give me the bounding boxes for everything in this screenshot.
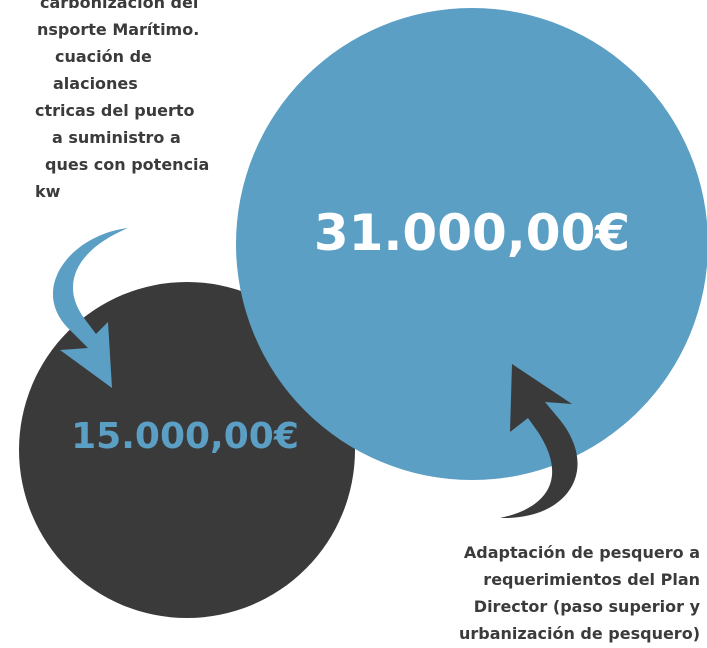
large-amount: 31.000,00€ <box>314 204 630 262</box>
arrow-dark <box>500 364 578 519</box>
note-line: nsporte Marítimo. <box>37 20 199 39</box>
note-line: cuación de <box>55 47 152 66</box>
large-circle <box>236 8 707 480</box>
note-line: Adaptación de pesquero a <box>464 543 700 562</box>
note-line: ctricas del puerto <box>35 101 194 120</box>
note-line: kw <box>35 182 61 201</box>
note-line: ques con potencia <box>45 155 209 174</box>
note-line: urbanización de pesquero) <box>459 624 700 643</box>
bottom-note: Adaptación de pesquero a requerimientos d… <box>459 543 701 643</box>
note-line: alaciones <box>53 74 138 93</box>
small-amount: 15.000,00€ <box>71 416 299 457</box>
note-line: a suministro a <box>52 128 181 147</box>
arrow-blue <box>52 228 128 388</box>
note-line: requerimientos del Plan <box>483 570 700 589</box>
top-note: carbonización del nsporte Marítimo. cuació… <box>35 0 209 201</box>
note-line: carbonización del <box>40 0 198 12</box>
note-line: Director (paso superior y <box>474 597 701 616</box>
